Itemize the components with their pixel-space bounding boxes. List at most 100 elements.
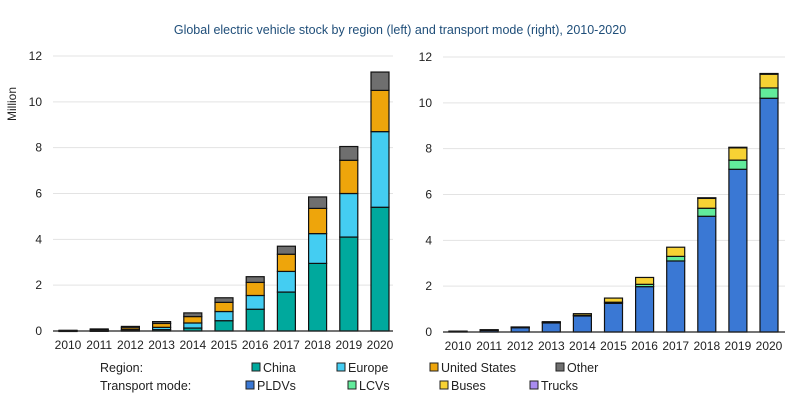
legend: Region: Transport mode: China Europe Unite… xyxy=(100,361,598,393)
bar-other-2015 xyxy=(214,297,234,303)
x-tick-label: 2014 xyxy=(569,339,596,353)
bar-pldvs-2017 xyxy=(666,260,686,333)
x-tick-label: 2017 xyxy=(662,339,689,353)
x-tick-label: 2010 xyxy=(55,338,82,352)
y-axis-label: Million xyxy=(5,87,19,121)
x-tick-label: 2020 xyxy=(756,339,783,353)
legend-swatch-lcvs xyxy=(347,380,357,390)
x-tick-label: 2015 xyxy=(211,338,238,352)
bar-united-states-2019 xyxy=(339,159,359,195)
bar-pldvs-2015 xyxy=(603,302,624,333)
x-tick-label: 2010 xyxy=(445,339,472,353)
bar-china-2017 xyxy=(276,291,296,332)
y-tick-label: 2 xyxy=(35,278,42,292)
bar-other-2018 xyxy=(308,196,328,209)
y-tick-label: 10 xyxy=(29,95,43,109)
y-tick-label: 8 xyxy=(425,142,432,156)
bar-china-2015 xyxy=(214,320,234,332)
x-tick-label: 2014 xyxy=(179,338,206,352)
x-tick-label: 2017 xyxy=(273,338,300,352)
bar-china-2018 xyxy=(308,262,328,332)
legend-swatch-united-states xyxy=(429,362,439,372)
transport-mode-chart: 0 2 4 6 8 10 12 2010 2011 2012 2013 2014 2015 2016 201… xyxy=(419,50,785,353)
bar-lcvs-2020 xyxy=(759,87,779,99)
x-tick-label: 2015 xyxy=(600,339,627,353)
bar-other-2020 xyxy=(370,71,390,91)
x-tick-label: 2012 xyxy=(507,339,534,353)
x-tick-label: 2018 xyxy=(304,338,331,352)
bar-buses-2011 xyxy=(479,329,499,331)
bar-united-states-2018 xyxy=(308,207,328,235)
bar-pldvs-2020 xyxy=(759,97,779,333)
bar-buses-2018 xyxy=(697,197,717,209)
bar-pldvs-2013 xyxy=(541,322,561,333)
bar-pldvs-2014 xyxy=(572,315,593,333)
bar-lcvs-2018 xyxy=(697,207,717,217)
legend-label-other: Other xyxy=(567,361,598,375)
x-tick-label: 2020 xyxy=(367,338,394,352)
bar-other-2012 xyxy=(120,325,141,329)
bar-united-states-2015 xyxy=(214,301,234,313)
chart-title: Global electric vehicle stock by region … xyxy=(174,23,626,37)
bar-buses-2014 xyxy=(572,313,593,316)
bar-other-2019 xyxy=(339,145,359,161)
bar-buses-2017 xyxy=(666,246,686,257)
x-tick-label: 2016 xyxy=(242,338,269,352)
bar-china-2016 xyxy=(245,308,265,332)
legend-label-trucks: Trucks xyxy=(541,379,578,393)
y-tick-label: 10 xyxy=(419,96,433,110)
legend-label-pldvs: PLDVs xyxy=(257,379,296,393)
x-tick-label: 2019 xyxy=(335,338,362,352)
y-tick-label: 2 xyxy=(425,279,432,293)
bar-other-2011 xyxy=(89,328,109,331)
legend-label-europe: Europe xyxy=(348,361,388,375)
bar-other-2014 xyxy=(183,312,203,318)
bar-buses-2015 xyxy=(603,297,624,303)
bar-lcvs-2019 xyxy=(728,159,748,170)
y-tick-label: 6 xyxy=(35,187,42,201)
bar-china-2020 xyxy=(370,206,390,332)
x-tick-label: 2011 xyxy=(476,339,502,353)
legend-label-china: China xyxy=(263,361,296,375)
y-tick-label: 6 xyxy=(425,188,432,202)
bar-europe-2017 xyxy=(276,270,296,293)
legend-swatch-china xyxy=(251,362,261,372)
x-tick-label: 2011 xyxy=(86,338,112,352)
legend-swatch-other xyxy=(555,362,565,372)
bar-trucks-2019 xyxy=(728,146,748,149)
bar-pldvs-2019 xyxy=(728,168,748,333)
y-tick-label: 8 xyxy=(35,141,42,155)
x-tick-label: 2013 xyxy=(148,338,175,352)
y-tick-label: 12 xyxy=(419,50,433,64)
bar-europe-2018 xyxy=(308,233,328,264)
y-tick-label: 12 xyxy=(29,49,43,63)
bar-buses-2013 xyxy=(541,321,561,323)
y-tick-label: 4 xyxy=(35,232,42,246)
y-tick-label: 0 xyxy=(425,325,432,339)
legend-title-transport: Transport mode: xyxy=(100,379,191,393)
bar-united-states-2014 xyxy=(183,315,203,324)
legend-label-united-states: United States xyxy=(441,361,516,375)
x-tick-label: 2018 xyxy=(693,339,720,353)
x-tick-label: 2013 xyxy=(538,339,565,353)
bar-europe-2019 xyxy=(339,192,359,238)
y-tick-label: 0 xyxy=(35,324,42,338)
legend-title-region: Region: xyxy=(100,361,143,375)
legend-label-buses: Buses xyxy=(451,379,486,393)
bar-united-states-2016 xyxy=(245,281,265,297)
bar-other-2017 xyxy=(276,245,296,255)
bar-lcvs-2017 xyxy=(666,255,686,262)
bar-buses-2020 xyxy=(759,73,779,89)
bar-trucks-2018 xyxy=(697,197,717,200)
bar-buses-2012 xyxy=(510,326,530,329)
bar-buses-2019 xyxy=(728,146,748,161)
bar-europe-2020 xyxy=(370,131,390,208)
bar-china-2019 xyxy=(339,236,359,332)
bar-other-2016 xyxy=(245,276,265,284)
x-tick-label: 2019 xyxy=(725,339,752,353)
bar-europe-2014 xyxy=(183,322,203,329)
legend-swatch-trucks xyxy=(529,380,539,390)
bar-united-states-2020 xyxy=(370,89,390,133)
bar-pldvs-2016 xyxy=(634,286,655,333)
region-chart: 0 2 4 6 8 10 12 2010 2011 2012 2013 2014 2015 2016 201… xyxy=(29,49,394,352)
